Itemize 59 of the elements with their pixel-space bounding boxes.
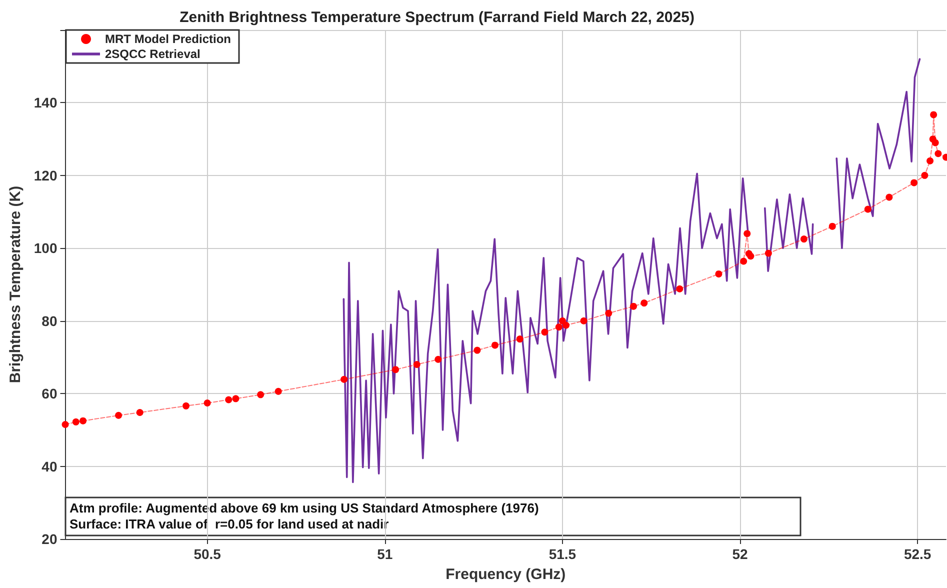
point <box>630 302 637 310</box>
point <box>115 412 122 419</box>
point <box>864 206 872 213</box>
point <box>232 395 240 402</box>
point <box>474 346 481 354</box>
point <box>340 376 348 383</box>
point <box>562 322 570 329</box>
point <box>930 111 938 118</box>
point <box>413 360 420 368</box>
x-tick-label: 52 <box>732 546 748 562</box>
point <box>225 396 232 404</box>
x-tick-label: 51.5 <box>548 546 576 562</box>
x-tick-label: 50.5 <box>194 546 222 562</box>
point <box>257 391 264 398</box>
y-tick-label: 80 <box>42 312 58 329</box>
chart-title: Zenith Brightness Temperature Spectrum (Farrand Field March 22, 2025) <box>180 9 694 26</box>
y-tick-label: 40 <box>42 458 58 474</box>
y-tick-label: 120 <box>34 167 58 184</box>
legend-label: 2SQCC Retrieval <box>105 47 200 61</box>
point <box>886 194 893 201</box>
point <box>555 324 562 331</box>
point <box>182 402 190 410</box>
y-tick-label: 100 <box>34 240 58 256</box>
annotation: Atm profile: Augmented above 69 km using US Standard Atmosphere (1976) <box>70 500 539 516</box>
point <box>676 285 684 292</box>
y-tick-label: 140 <box>34 94 58 111</box>
y-axis-title: Brightness Temperature (K) <box>7 186 24 384</box>
point <box>204 400 211 407</box>
point <box>740 258 748 265</box>
x-tick-label: 51 <box>377 546 393 562</box>
point <box>80 417 87 424</box>
point <box>934 150 942 158</box>
point <box>640 300 648 307</box>
point <box>921 172 928 179</box>
legend-label: MRT Model Prediction <box>105 32 231 46</box>
point <box>932 139 939 146</box>
point <box>62 420 69 428</box>
point <box>926 157 934 164</box>
point <box>744 230 751 238</box>
point <box>491 342 498 349</box>
point <box>580 317 588 324</box>
point <box>541 328 548 336</box>
point <box>516 336 524 343</box>
point <box>715 270 722 278</box>
y-tick-label: 60 <box>42 386 58 402</box>
point <box>605 310 612 317</box>
point <box>828 222 836 230</box>
point <box>747 252 754 260</box>
y-tick-label: 20 <box>42 531 58 547</box>
point <box>434 356 442 363</box>
point <box>800 236 808 243</box>
point <box>392 366 400 374</box>
point <box>136 408 144 416</box>
point <box>274 388 282 395</box>
x-axis-title: Frequency (GHz) <box>446 566 566 583</box>
x-tick-label: 52.5 <box>904 546 932 562</box>
point <box>72 418 80 426</box>
point <box>764 250 772 257</box>
point <box>910 179 918 186</box>
